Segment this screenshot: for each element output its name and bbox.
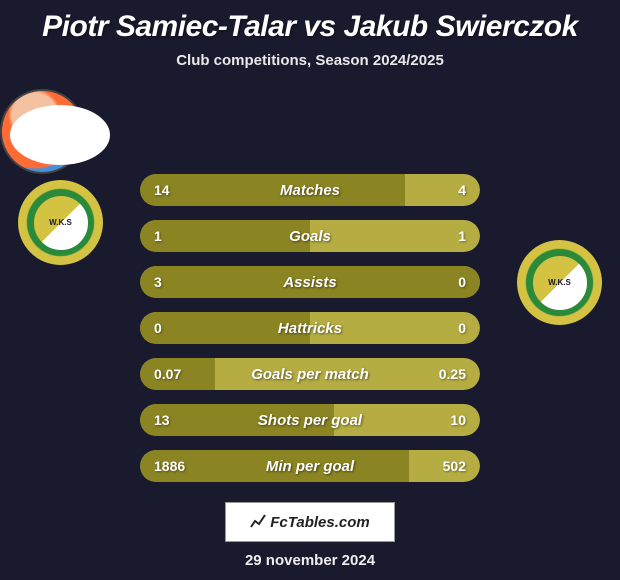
stat-row: 0.070.25Goals per match [140, 358, 480, 390]
club-badge-right: W.K.S [517, 240, 602, 325]
stat-row: 1310Shots per goal [140, 404, 480, 436]
footer-logo-text: FcTables.com [270, 514, 369, 531]
stats-container: 144Matches 11Goals 30Assists 00Hattricks 0.0… [140, 174, 480, 482]
chart-icon [250, 514, 266, 531]
stat-label: Matches [140, 182, 480, 199]
club-badge-right-inner: W.K.S [530, 253, 590, 313]
footer-date: 29 november 2024 [0, 552, 620, 569]
club-badge-left-inner: W.K.S [31, 193, 91, 253]
club-badge-left: W.K.S [18, 180, 103, 265]
stat-row: 30Assists [140, 266, 480, 298]
stat-label: Min per goal [140, 458, 480, 475]
stat-label: Shots per goal [140, 412, 480, 429]
stat-label: Goals [140, 228, 480, 245]
comparison-title: Piotr Samiec-Talar vs Jakub Swierczok [0, 10, 620, 44]
stat-row: 144Matches [140, 174, 480, 206]
stat-row: 00Hattricks [140, 312, 480, 344]
stat-label: Hattricks [140, 320, 480, 337]
stat-row: 11Goals [140, 220, 480, 252]
stat-label: Assists [140, 274, 480, 291]
footer-logo[interactable]: FcTables.com [225, 502, 395, 542]
season-subtitle: Club competitions, Season 2024/2025 [0, 52, 620, 69]
stat-row: 1886502Min per goal [140, 450, 480, 482]
stat-label: Goals per match [140, 366, 480, 383]
player-left-avatar [10, 105, 110, 165]
